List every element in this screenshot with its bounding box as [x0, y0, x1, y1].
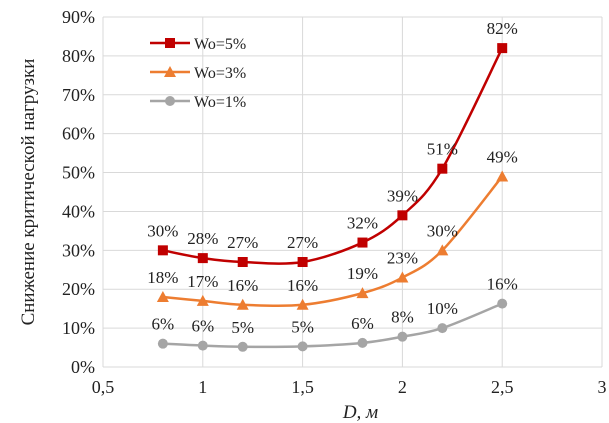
data-point-1 [397, 210, 408, 221]
data-label-2: 18% [147, 268, 178, 287]
data-label-3: 10% [427, 299, 458, 318]
data-label-1: 28% [187, 229, 218, 248]
data-label-3: 5% [231, 318, 254, 337]
data-label-2: 30% [427, 221, 458, 240]
x-axis-title: D, м [342, 402, 378, 423]
y-tick-label: 0% [71, 357, 95, 377]
data-point-2 [156, 291, 169, 302]
data-label-3: 5% [291, 317, 314, 336]
legend-label-1: Wo=5% [194, 36, 246, 53]
y-tick-label: 80% [62, 46, 95, 66]
data-label-3: 6% [351, 314, 374, 333]
data-point-1 [437, 163, 448, 174]
data-labels: 30% 28% 27% 27% 32% 39% 51% 82% 18% 17% 16% 16% 19% 2… [147, 19, 517, 337]
data-label-1: 39% [387, 186, 418, 205]
data-point-2 [496, 170, 509, 182]
legend-label-3: Wo=1% [194, 94, 246, 111]
y-tick-label: 60% [62, 124, 95, 144]
series [156, 43, 509, 352]
data-label-1: 32% [347, 214, 378, 233]
data-point-1 [357, 237, 368, 248]
x-tick-label: 1 [198, 377, 207, 397]
y-tick-label: 10% [62, 318, 95, 338]
x-tick-label: 1,5 [291, 377, 314, 397]
data-point-3 [497, 298, 508, 309]
data-point-3 [297, 341, 308, 352]
data-point-1 [197, 253, 208, 264]
y-tick-label: 50% [62, 163, 95, 183]
y-tick-label: 40% [62, 201, 95, 221]
data-label-2: 19% [347, 264, 378, 283]
data-point-2 [356, 287, 369, 299]
data-label-2: 23% [387, 249, 418, 268]
series-line-1 [162, 47, 504, 265]
x-tick-label: 2,5 [491, 377, 514, 397]
data-label-1: 30% [147, 221, 178, 240]
data-point-3 [397, 331, 408, 342]
data-label-2: 49% [487, 147, 518, 166]
data-label-1: 51% [427, 140, 458, 159]
legend-label-2: Wo=3% [194, 65, 246, 82]
y-axis-title: Снижение критической нагрузки [18, 59, 39, 326]
data-label-3: 8% [391, 308, 414, 327]
legend: Wo=5% Wo=3% Wo=1% [150, 36, 246, 111]
data-point-1 [497, 43, 508, 54]
data-label-2: 16% [287, 276, 318, 295]
x-tick-label: 3 [598, 377, 607, 397]
legend-marker-3 [165, 96, 175, 106]
legend-marker-1 [165, 38, 175, 48]
data-point-2 [236, 298, 249, 310]
data-label-2: 17% [187, 272, 218, 291]
data-label-1: 27% [227, 233, 258, 252]
x-tick-label: 2 [398, 377, 407, 397]
data-label-2: 16% [227, 276, 258, 295]
y-tick-label: 20% [62, 279, 95, 299]
y-tick-label: 70% [62, 85, 95, 105]
data-point-3 [197, 340, 208, 351]
data-label-3: 6% [152, 315, 175, 334]
legend-marker-2 [164, 66, 176, 77]
data-label-3: 16% [487, 275, 518, 294]
data-point-1 [157, 245, 168, 256]
data-label-3: 6% [191, 317, 214, 336]
data-point-3 [237, 341, 248, 352]
y-tick-label: 30% [62, 240, 95, 260]
data-point-3 [437, 323, 448, 334]
data-point-2 [296, 298, 309, 310]
data-point-2 [436, 244, 449, 256]
x-tick-label: 0,5 [92, 377, 115, 397]
axes: 0% 10% 20% 30% 40% 50% 60% 70% 80% 90% 0,5 1 1,5 2 2,5… [18, 7, 607, 423]
data-point-1 [237, 257, 248, 267]
data-point-1 [297, 257, 308, 267]
data-point-2 [196, 294, 209, 306]
data-point-3 [157, 338, 168, 349]
y-tick-label: 90% [62, 7, 95, 27]
data-label-1: 82% [487, 19, 518, 38]
data-label-1: 27% [287, 233, 318, 252]
data-point-2 [396, 271, 409, 283]
data-point-3 [357, 337, 368, 348]
